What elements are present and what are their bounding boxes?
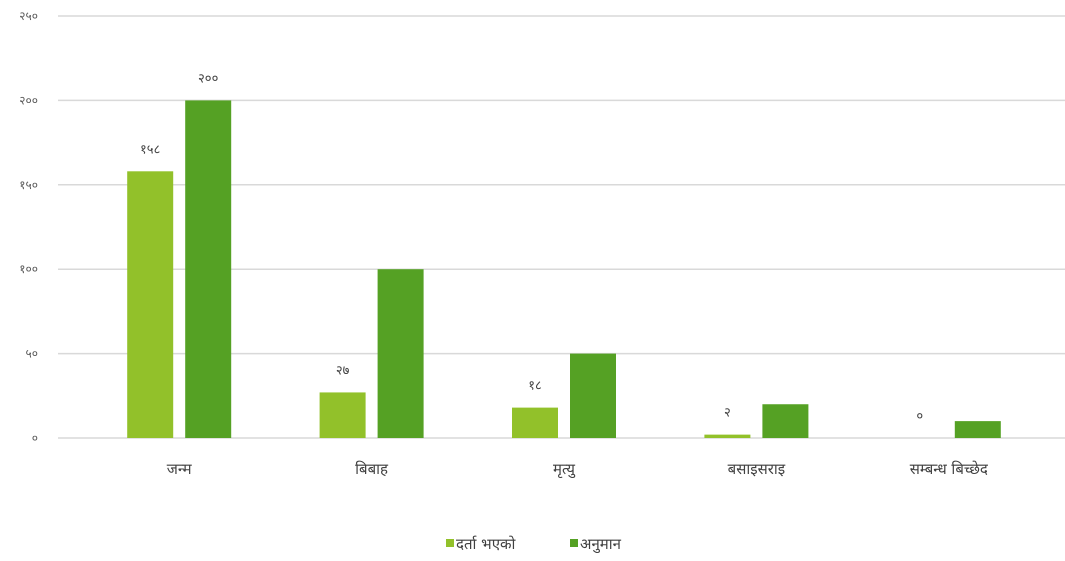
y-tick-label: ० [32, 431, 38, 445]
bar-estimate-4 [954, 421, 1001, 438]
data-label: १५८ [140, 142, 161, 157]
bar-estimate-0 [185, 100, 232, 439]
bar-registered-1 [319, 392, 366, 438]
y-axis: ० ५० १०० १५० २०० २५० [19, 9, 38, 445]
legend-label: दर्ता भएको [456, 535, 517, 553]
y-tick-label: १५० [19, 178, 38, 192]
data-label: २७ [336, 363, 350, 378]
x-category-label: मृत्यु [553, 460, 576, 479]
bar-estimate-3 [762, 404, 809, 438]
bar-registered-0 [127, 171, 174, 438]
x-category-label: जन्म [167, 460, 193, 478]
x-category-label: सम्बन्ध बिच्छेद [910, 460, 989, 478]
legend: दर्ता भएको अनुमान [446, 535, 622, 554]
bars [127, 100, 1001, 439]
y-tick-label: ५० [26, 347, 38, 361]
bar-registered-2 [512, 407, 558, 438]
y-tick-label: २५० [19, 9, 38, 23]
bar-estimate-1 [377, 269, 424, 438]
data-labels: १५८ २०० २७ १८ २ ० [140, 71, 923, 424]
data-label: २ [724, 406, 731, 421]
y-tick-label: २०० [19, 93, 38, 107]
data-label: १८ [528, 379, 542, 394]
bar-estimate-2 [570, 353, 616, 438]
legend-swatch [446, 539, 454, 547]
data-label: ० [916, 409, 923, 424]
bar-registered-3 [704, 434, 751, 438]
data-label: २०० [198, 71, 218, 86]
x-category-label: बिबाह [355, 460, 389, 478]
x-axis: जन्म बिबाह मृत्यु बसाइसराइ सम्बन्ध बिच्छेद [167, 460, 989, 479]
x-category-label: बसाइसराइ [728, 460, 786, 478]
y-tick-label: १०० [19, 262, 38, 276]
legend-swatch [570, 539, 578, 547]
legend-label: अनुमान [580, 535, 622, 554]
